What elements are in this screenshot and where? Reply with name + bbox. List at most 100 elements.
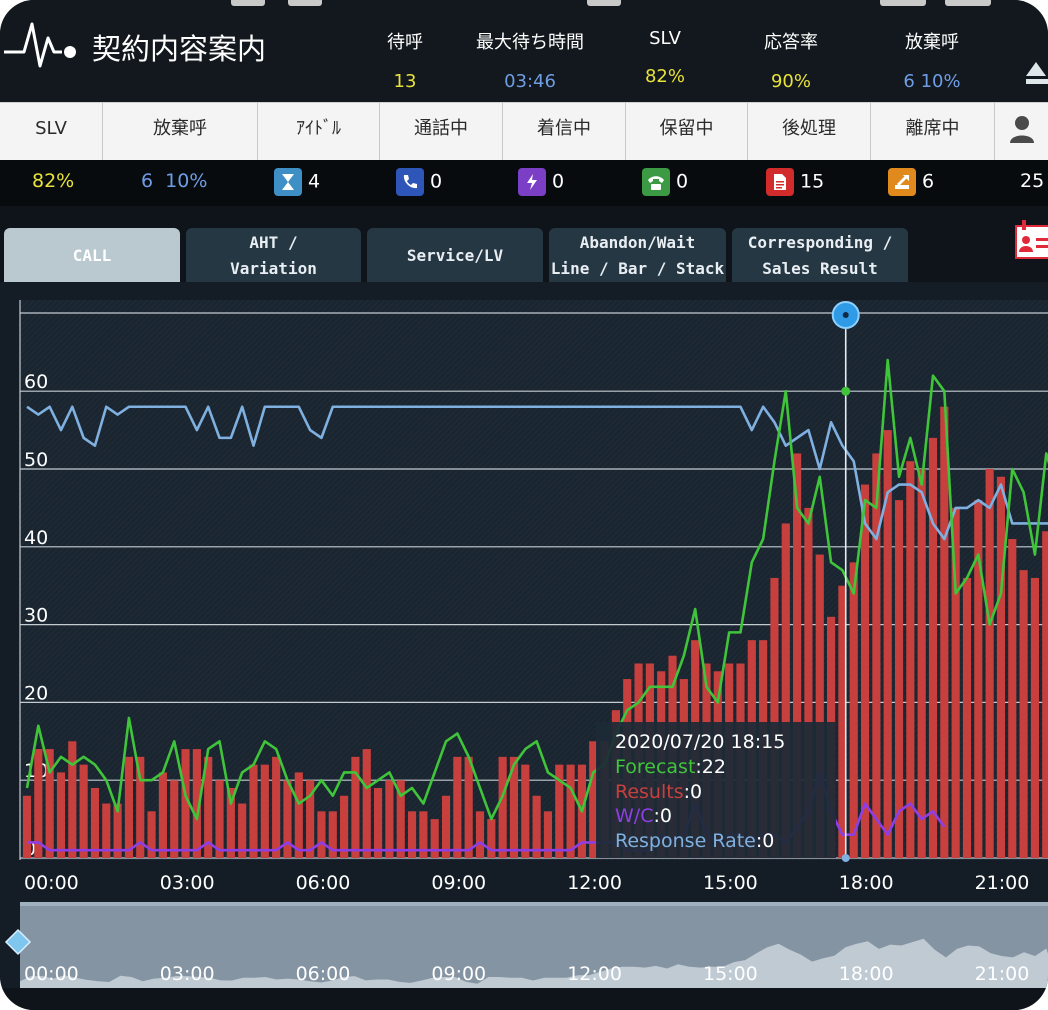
results-bar [872,453,881,858]
value-abandoned: 6 10% [141,168,207,198]
eject-icon[interactable] [1024,58,1048,88]
tooltip-box [596,722,836,858]
results-bar [917,469,926,858]
results-bar [894,500,904,858]
report-icon[interactable] [1014,218,1048,260]
results-bar [113,803,122,858]
top-bar: 契約内容案内 待呼 13 最大待ち時間 03:46 SLV 82% 応答率 90… [0,0,1048,102]
results-bar [215,780,224,858]
value-text: 0 [676,170,689,193]
tooltip-series-name: Results [615,781,684,803]
results-bar [521,764,530,858]
navigator-tick-label: 03:00 [160,963,215,985]
results-bar [272,756,281,858]
results-bar [373,787,383,858]
results-bar [770,577,779,858]
x-tick-label: 06:00 [296,872,351,894]
navigator-labels: 00:00 03:00 06:00 09:00 12:00 15:00 18:00 21:00 [24,963,1029,985]
top-notch-1 [231,0,265,6]
x-tick-label: 12:00 [567,872,622,894]
chart-tooltip: 2020/07/20 18:15 Forecast:22 Results:0 W… [596,722,836,858]
stat-label: 最大待ち時間 [476,32,584,53]
navigator-area [20,938,1048,988]
tooltip-series-name: Forecast [615,756,695,778]
stat-value: 13 [393,71,417,92]
y-tick-label: 50 [24,449,48,471]
results-bar [566,764,575,858]
status-header-row: SLV 放棄呼 ｱｲﾄﾞﾙ 通話中 着信中 保留中 後処理 離席中 [0,102,1048,161]
tooltip-row-forecast: Forecast:22 [615,756,726,778]
value-ringing: 0 [518,168,564,198]
tooltip-series-value: :22 [695,756,726,778]
header-away: 離席中 [871,103,995,161]
stat-value: 90% [770,71,811,92]
value-users: 25 [1020,168,1044,198]
results-bar [34,749,43,858]
stat-slv: SLV 82% [630,28,700,87]
y-tick-label: 60 [24,371,48,393]
crosshair[interactable] [831,301,860,862]
results-bar [532,795,541,858]
value-text: 0 [552,170,565,193]
stat-waiting-calls: 待呼 13 [372,28,438,92]
tooltip-row-wc: W/C:0 [615,805,672,827]
value-text: 0 [430,170,443,193]
value-text: 6 10% [141,170,208,192]
x-tick-label: 09:00 [431,872,486,894]
results-bar [441,795,451,858]
results-bar [849,562,858,858]
results-bar [430,819,439,858]
results-bar [498,756,507,858]
stat-label: 待呼 [387,32,423,53]
results-bar [181,749,190,858]
results-bar [283,780,292,858]
results-bar [192,749,201,858]
tab-abandon-wait[interactable]: Abandon/Wait Line / Bar / Stack [549,228,726,284]
chart-tab-bar: CALL AHT / Variation Service/LV Abandon/… [0,206,1048,284]
results-bar [204,756,213,858]
response-rate-line [26,405,1048,541]
tab-service-lv[interactable]: Service/LV [367,228,543,284]
results-bar [249,764,258,858]
results-bar [385,780,394,858]
results-bar [804,507,813,858]
heartbeat-logo-icon [4,22,76,68]
call-chart[interactable]: 0102030405060 2020/07/20 18:15 Forecast:… [0,282,1048,1010]
value-text: 4 [308,170,321,193]
results-bar [351,756,360,858]
navigator-tick-label: 12:00 [567,963,622,985]
stat-value: 03:46 [504,71,556,92]
stat-max-wait-time: 最大待ち時間 03:46 [462,28,598,92]
stat-label: SLV [649,28,681,49]
value-slv: 82% [32,168,74,198]
results-bar [1019,570,1028,858]
y-tick-label: 20 [24,682,48,704]
bottom-bezel [0,988,1048,1010]
x-axis-labels: 00:00 03:00 06:00 09:00 12:00 15:00 18:00 21:00 [24,872,1029,894]
results-bar [68,741,77,858]
stat-label: 応答率 [764,32,818,53]
hourglass-icon [274,168,302,196]
tooltip-row-results: Results:0 [615,781,702,803]
tab-aht-variation[interactable]: AHT / Variation [186,228,361,284]
results-bar [294,772,303,858]
navigator-tick-label: 18:00 [839,963,894,985]
tab-call[interactable]: CALL [4,228,180,284]
results-bar [838,585,847,858]
value-text: 15 [800,170,825,193]
results-bar [860,484,870,858]
header-ringing: 着信中 [503,103,626,161]
tooltip-series-value: :0 [653,805,672,827]
status-values-row: 82% 6 10% 4 0 0 0 15 [0,160,1048,206]
header-slv: SLV [0,103,103,161]
header-idle: ｱｲﾄﾞﾙ [258,103,380,161]
plot-area [20,300,1048,860]
top-notch-3 [587,0,621,6]
results-bar [589,741,598,858]
results-bar [340,795,349,858]
results-bar [124,756,134,858]
results-bar [136,756,145,858]
tab-corresponding-sales[interactable]: Corresponding / Sales Result [732,228,908,284]
navigator-handle-icon[interactable] [4,928,32,956]
